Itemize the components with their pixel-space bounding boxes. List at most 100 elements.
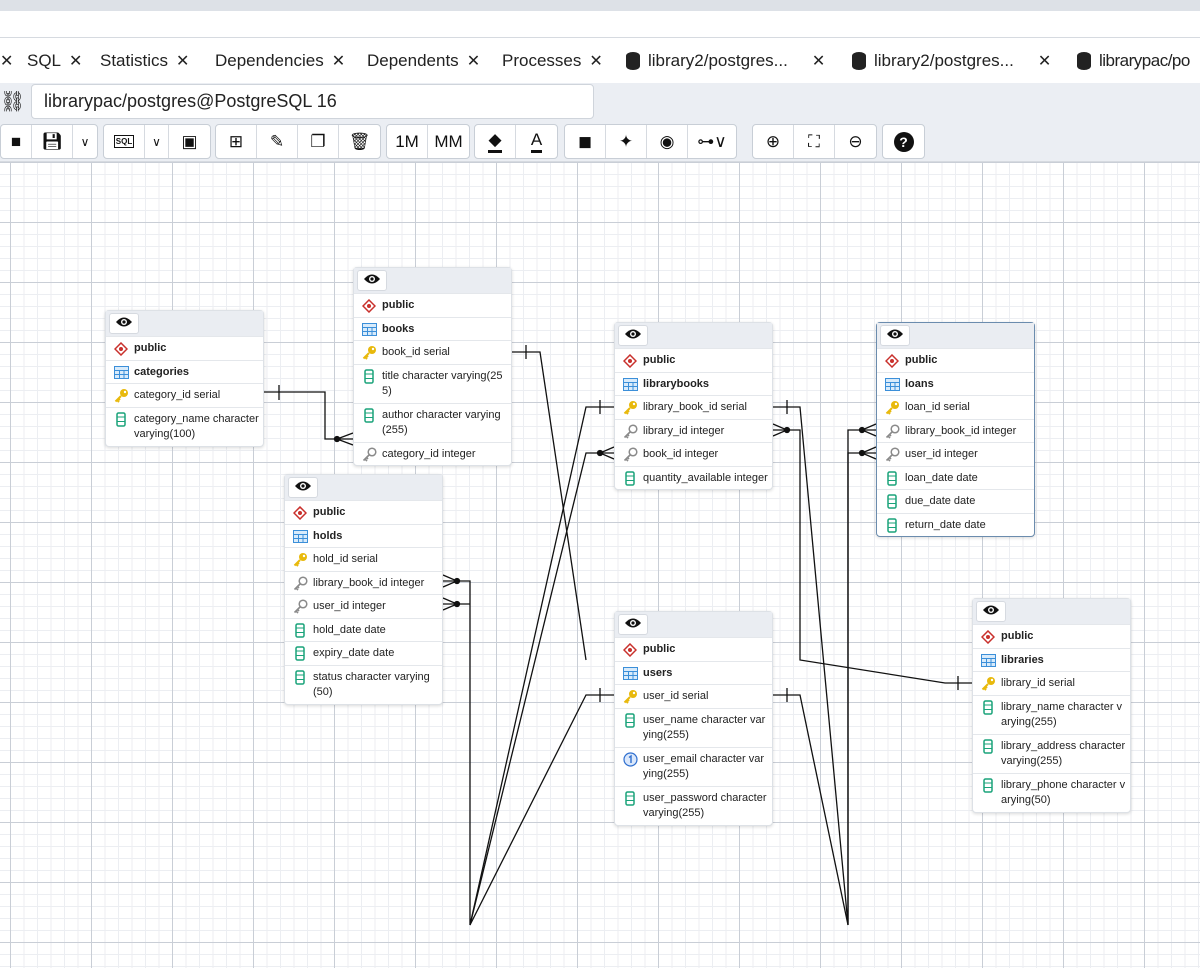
column-row[interactable]: user_id serial xyxy=(615,684,772,708)
table-name[interactable]: holds xyxy=(285,523,442,548)
sql-dropdown-button[interactable]: ∨ xyxy=(145,125,169,158)
table-node-users[interactable]: public users user_id serial user_name chara… xyxy=(614,611,773,826)
table-schema[interactable]: public xyxy=(877,348,1034,372)
column-row[interactable]: status character varying(50) xyxy=(285,664,442,704)
many-to-many-button[interactable]: MM xyxy=(434,131,463,151)
table-schema[interactable]: public xyxy=(285,500,442,524)
column-row[interactable]: library_address character varying(255) xyxy=(973,733,1130,773)
table-schema[interactable]: public xyxy=(973,624,1130,648)
close-tab-icon[interactable]: ✕ xyxy=(176,53,190,70)
column-row[interactable]: return_date date xyxy=(877,512,1034,537)
generate-sql-button[interactable]: SQL xyxy=(104,125,145,158)
column-row[interactable]: library_phone character varying(50) xyxy=(973,772,1130,812)
column-row[interactable]: loan_id serial xyxy=(877,395,1034,419)
connection-status-icon[interactable]: ⛓ xyxy=(0,91,26,113)
table-name[interactable]: books xyxy=(354,316,511,341)
zoom-in-button[interactable]: ⊕ xyxy=(753,125,794,158)
column-row[interactable]: category_id serial xyxy=(106,383,263,407)
table-schema[interactable]: public xyxy=(106,336,263,360)
table-name[interactable]: loans xyxy=(877,371,1034,396)
one-to-many-button[interactable]: 1M xyxy=(387,125,428,158)
tab-3[interactable]: Dependencies ✕ xyxy=(215,38,345,84)
save-button[interactable]: 💾︎ xyxy=(32,125,73,158)
table-name[interactable]: categories xyxy=(106,359,263,384)
close-tab-icon[interactable]: ✕ xyxy=(1037,53,1052,70)
column-row[interactable]: quantity_available integer xyxy=(615,465,772,490)
download-image-button[interactable]: ▣ xyxy=(169,125,210,158)
column-row[interactable]: user_name character varying(255) xyxy=(615,707,772,747)
auto-align-button[interactable]: ✦ xyxy=(606,125,647,158)
toggle-details-button[interactable] xyxy=(618,614,648,635)
column-row[interactable]: hold_date date xyxy=(285,617,442,642)
column-row[interactable]: user_id integer xyxy=(285,594,442,618)
table-node-librarybooks[interactable]: public librarybooks library_book_id serial… xyxy=(614,322,773,490)
column-row[interactable]: book_id integer xyxy=(615,442,772,466)
text-color-button[interactable]: A xyxy=(516,125,557,158)
tab-8[interactable]: librarypac/po xyxy=(1077,38,1190,84)
close-tab-icon[interactable]: ✕ xyxy=(466,53,481,70)
toggle-details-button[interactable] xyxy=(880,325,910,346)
column-row[interactable]: category_name character varying(100) xyxy=(106,406,263,446)
zoom-out-button[interactable]: ⊖ xyxy=(835,125,876,158)
toggle-details-button[interactable] xyxy=(976,601,1006,622)
edit-table-button[interactable]: ✎ xyxy=(257,125,298,158)
close-tab-icon[interactable]: ✕ xyxy=(0,53,14,70)
table-schema[interactable]: public xyxy=(615,348,772,372)
table-schema[interactable]: public xyxy=(354,293,511,317)
table-node-holds[interactable]: public holds hold_id serial library_book_id… xyxy=(284,474,443,705)
fill-color-button[interactable]: ◆ xyxy=(475,125,516,158)
cardinality-notation-button[interactable]: ⊶∨ xyxy=(688,125,736,158)
tab-0[interactable]: ✕ xyxy=(0,38,13,84)
open-file-button[interactable]: ■ xyxy=(1,125,32,158)
close-tab-icon[interactable]: ✕ xyxy=(589,53,603,70)
clone-table-button[interactable]: ❐ xyxy=(298,125,339,158)
column-row[interactable]: library_book_id integer xyxy=(877,418,1034,443)
table-name[interactable]: users xyxy=(615,660,772,685)
column-row[interactable]: library_name character varying(255) xyxy=(973,694,1130,734)
column-row[interactable]: author character varying(255) xyxy=(354,402,511,442)
tab-2[interactable]: Statistics ✕ xyxy=(100,38,189,84)
tab-5[interactable]: Processes ✕ xyxy=(502,38,603,84)
erd-canvas[interactable] xyxy=(0,162,1200,968)
column-row[interactable]: book_id serial xyxy=(354,340,511,364)
table-node-libraries[interactable]: public libraries library_id serial library_… xyxy=(972,598,1131,813)
column-row[interactable]: user_email character varying(255) xyxy=(615,746,772,786)
help-button[interactable]: ? xyxy=(883,125,924,158)
column-row[interactable]: library_id integer xyxy=(615,418,772,443)
column-row[interactable]: title character varying(255) xyxy=(354,363,511,403)
table-node-categories[interactable]: public categories category_id serial catego… xyxy=(105,310,264,447)
show-details-button[interactable]: ◉ xyxy=(647,125,688,158)
close-tab-icon[interactable]: ✕ xyxy=(331,53,346,70)
column-row[interactable]: category_id integer xyxy=(354,441,511,466)
column-row[interactable]: library_id serial xyxy=(973,671,1130,695)
add-note-button[interactable]: ◼ xyxy=(565,125,606,158)
column-row[interactable]: library_book_id serial xyxy=(615,395,772,419)
toggle-details-button[interactable] xyxy=(109,313,139,334)
add-table-button[interactable]: ⊞ xyxy=(216,125,257,158)
tab-4[interactable]: Dependents ✕ xyxy=(367,38,480,84)
table-name[interactable]: libraries xyxy=(973,647,1130,672)
table-name[interactable]: librarybooks xyxy=(615,371,772,396)
column-row[interactable]: due_date date xyxy=(877,489,1034,513)
connection-field[interactable]: librarypac/postgres@PostgreSQL 16 xyxy=(31,84,594,119)
zoom-fit-button[interactable]: ⛶ xyxy=(794,125,835,158)
save-dropdown-button[interactable]: ∨ xyxy=(73,125,97,158)
close-tab-icon[interactable]: ✕ xyxy=(69,53,83,70)
column-row[interactable]: user_id integer xyxy=(877,442,1034,466)
table-node-books[interactable]: public books book_id serial title character… xyxy=(353,267,512,466)
column-row[interactable]: expiry_date date xyxy=(285,641,442,665)
table-node-loans[interactable]: public loans loan_id serial library_book_id… xyxy=(876,322,1035,537)
tab-7[interactable]: library2/postgres... ✕ xyxy=(852,38,1051,84)
tab-6[interactable]: library2/postgres... ✕ xyxy=(626,38,825,84)
column-row[interactable]: loan_date date xyxy=(877,465,1034,490)
toggle-details-button[interactable] xyxy=(288,477,318,498)
column-row[interactable]: library_book_id integer xyxy=(285,570,442,595)
drop-table-button[interactable]: 🗑︎ xyxy=(339,125,380,158)
tab-1[interactable]: SQL ✕ xyxy=(27,38,82,84)
table-schema[interactable]: public xyxy=(615,637,772,661)
column-row[interactable]: hold_id serial xyxy=(285,547,442,571)
column-row[interactable]: user_password character varying(255) xyxy=(615,785,772,825)
toggle-details-button[interactable] xyxy=(357,270,387,291)
close-tab-icon[interactable]: ✕ xyxy=(811,53,826,70)
toggle-details-button[interactable] xyxy=(618,325,648,346)
